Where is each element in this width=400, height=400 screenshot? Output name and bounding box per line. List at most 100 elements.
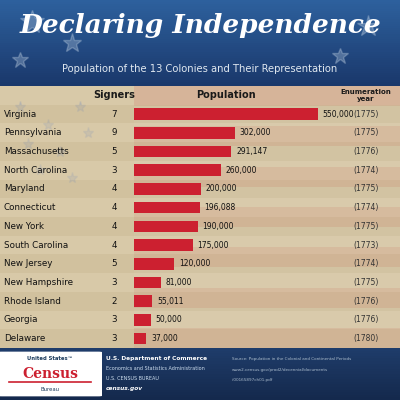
Text: 81,000: 81,000 [166, 278, 192, 287]
Text: (1774): (1774) [353, 166, 379, 175]
Bar [0, 19, 400, 22]
Bar [0, 161, 400, 180]
Bar [0, 369, 400, 371]
Bar [134, 296, 152, 307]
Text: 3: 3 [111, 166, 117, 175]
Text: 4: 4 [111, 184, 117, 194]
Bar [0, 387, 400, 390]
Bar [0, 382, 400, 384]
Bar [0, 34, 400, 36]
Bar [0, 62, 400, 64]
Text: Census: Census [22, 367, 78, 381]
Text: New York: New York [4, 222, 44, 231]
Bar [0, 82, 400, 84]
Bar [134, 314, 151, 326]
Bar [134, 202, 200, 214]
Bar [0, 15, 400, 17]
Text: /00165897ch01.pdf: /00165897ch01.pdf [232, 378, 272, 382]
Bar [0, 390, 400, 392]
Text: 3: 3 [111, 278, 117, 287]
Bar [0, 292, 400, 310]
Text: (1776): (1776) [353, 316, 379, 324]
Bar [0, 348, 400, 350]
Bar [0, 41, 400, 43]
Text: 50,000: 50,000 [156, 316, 182, 324]
Bar [0, 58, 400, 60]
Text: 120,000: 120,000 [179, 259, 210, 268]
Text: Enumeration
year: Enumeration year [341, 89, 391, 102]
Text: Bureau: Bureau [40, 387, 60, 392]
Bar [134, 277, 161, 288]
Bar [134, 247, 400, 267]
Bar [134, 220, 198, 232]
Bar [0, 273, 400, 292]
Bar [0, 22, 400, 24]
Text: census.gov: census.gov [106, 386, 143, 391]
Bar [0, 47, 400, 50]
Bar [134, 106, 400, 126]
Text: 7: 7 [111, 110, 117, 118]
Bar [0, 17, 400, 19]
Bar [134, 308, 400, 328]
Bar [0, 366, 400, 369]
Bar [134, 146, 232, 157]
Bar [0, 105, 400, 124]
Text: Signers: Signers [93, 90, 135, 100]
Text: 175,000: 175,000 [197, 240, 229, 250]
Text: (1774): (1774) [353, 259, 379, 268]
Text: (1780): (1780) [353, 334, 379, 343]
Bar [0, 13, 400, 15]
Bar [134, 108, 318, 120]
Text: United States™: United States™ [27, 356, 73, 361]
Bar [0, 0, 400, 2]
Bar [0, 379, 400, 382]
Bar [134, 86, 400, 106]
Bar [134, 239, 192, 251]
Text: www2.census.gov/prod2/decennial/documents: www2.census.gov/prod2/decennial/document… [232, 368, 328, 372]
Text: Declaring Independence: Declaring Independence [19, 13, 381, 38]
Text: Rhode Island: Rhode Island [4, 297, 61, 306]
Bar [134, 127, 235, 138]
Bar [0, 371, 400, 374]
Bar [134, 288, 400, 308]
Text: North Carolina: North Carolina [4, 166, 67, 175]
Bar [0, 73, 400, 75]
Text: Population: Population [196, 90, 256, 100]
Text: 5: 5 [111, 147, 117, 156]
Text: 9: 9 [111, 128, 117, 137]
Bar [0, 180, 400, 198]
Bar [0, 67, 400, 69]
Bar [0, 52, 400, 54]
Bar [0, 124, 400, 142]
Text: Massachusetts: Massachusetts [4, 147, 69, 156]
Text: 260,000: 260,000 [226, 166, 257, 175]
Text: 3: 3 [111, 334, 117, 343]
Bar [0, 56, 400, 58]
FancyBboxPatch shape [0, 352, 102, 396]
Text: 196,088: 196,088 [204, 203, 236, 212]
Bar [0, 30, 400, 32]
Bar [0, 64, 400, 67]
Text: Connecticut: Connecticut [4, 203, 56, 212]
Bar [134, 167, 400, 187]
Text: 3: 3 [111, 316, 117, 324]
Bar [0, 28, 400, 30]
Bar [0, 50, 400, 52]
Bar [134, 126, 400, 146]
Bar [0, 398, 400, 400]
Text: 2: 2 [111, 297, 117, 306]
Bar [0, 36, 400, 39]
Bar [0, 364, 400, 366]
Text: (1775): (1775) [353, 184, 379, 194]
Bar [0, 54, 400, 56]
Text: (1775): (1775) [353, 222, 379, 231]
Text: (1773): (1773) [353, 240, 379, 250]
Bar [0, 75, 400, 77]
Text: 4: 4 [111, 222, 117, 231]
Bar [0, 310, 400, 329]
Text: 4: 4 [111, 240, 117, 250]
Bar [0, 80, 400, 82]
Bar [0, 356, 400, 358]
Bar [0, 361, 400, 364]
Bar [0, 32, 400, 34]
